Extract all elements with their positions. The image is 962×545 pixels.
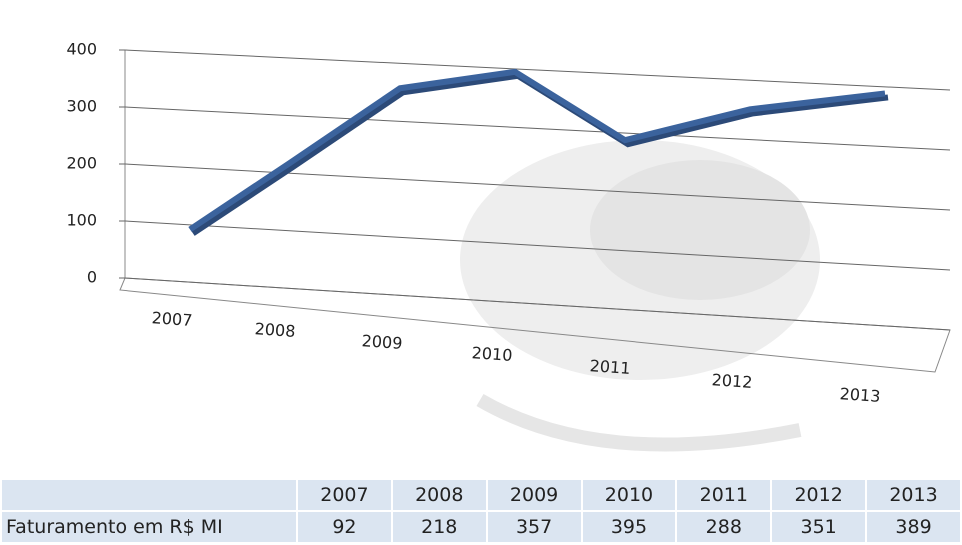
x-tick-label: 2007: [151, 308, 193, 330]
chart: 0 100 200 300 400 2007 2008 2009 2010 2011 2012 201…: [0, 0, 962, 470]
y-tick-label: 0: [87, 268, 97, 287]
y-tick-label: 200: [66, 154, 97, 173]
table-category: 2012: [771, 479, 866, 511]
table-category: 2007: [297, 479, 392, 511]
y-tick-label: 300: [66, 97, 97, 116]
table-value: 92: [297, 511, 392, 543]
x-tick-label: 2012: [711, 370, 753, 392]
table-category: 2013: [866, 479, 961, 511]
table-value: 218: [392, 511, 487, 543]
x-tick-label: 2011: [589, 356, 631, 378]
table-value: 395: [582, 511, 677, 543]
table-corner: [1, 479, 297, 511]
x-tick-label: 2013: [839, 384, 881, 406]
y-tick-label: 400: [66, 40, 97, 59]
x-tick-label: 2009: [361, 331, 403, 353]
x-tick-label: 2010: [471, 343, 513, 365]
table-value: 288: [676, 511, 771, 543]
table-category: 2008: [392, 479, 487, 511]
table-value: 357: [487, 511, 582, 543]
page: {"chart_data": {"type": "line", "categor…: [0, 0, 962, 545]
grid-line: [125, 107, 950, 150]
table-value: 389: [866, 511, 961, 543]
table-value: 351: [771, 511, 866, 543]
table-category: 2011: [676, 479, 771, 511]
x-tick-label: 2008: [254, 319, 296, 341]
y-tick-label: 100: [66, 211, 97, 230]
table-category: 2009: [487, 479, 582, 511]
series-name: Faturamento em R$ MI: [1, 511, 297, 543]
table-category: 2010: [582, 479, 677, 511]
